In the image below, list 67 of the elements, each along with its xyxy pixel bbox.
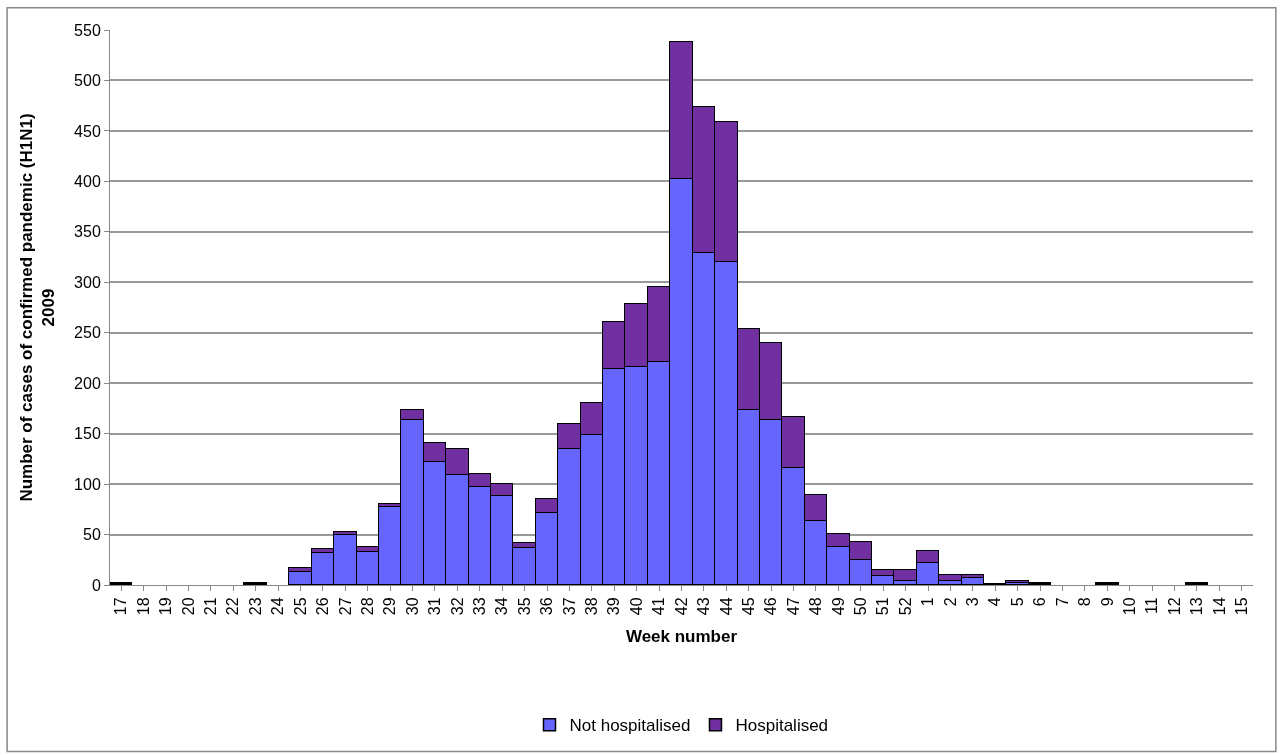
x-tick-label: 13 [1188,597,1206,616]
x-tick-label: 34 [493,597,511,616]
x-tick-label: 18 [134,597,152,616]
x-tick-label: 39 [605,597,623,616]
x-tick-label: 1 [919,597,937,607]
x-tick-label: 8 [1076,597,1094,607]
y-tick-label: 350 [74,223,101,241]
x-tick-label: 27 [336,597,354,616]
x-tick-label: 31 [426,597,444,616]
y-tick-label: 50 [83,526,101,544]
x-tick-label: 29 [381,597,399,616]
x-tick-label: 35 [515,597,533,616]
y-tick-label: 450 [74,122,101,140]
x-tick-label: 14 [1210,597,1228,616]
x-tick-label: 22 [224,597,242,616]
x-tick-label: 36 [538,597,556,616]
x-tick-label: 19 [157,597,175,616]
x-tick-label: 2 [941,597,959,607]
x-tick-label: 15 [1232,597,1250,616]
x-tick-label: 43 [695,597,713,616]
x-tick-label: 37 [560,597,578,616]
x-tick-label: 11 [1143,597,1161,615]
x-tick-label: 51 [874,597,892,616]
x-tick-label: 44 [717,597,735,616]
y-tick-label: 0 [91,576,101,594]
x-tick-label: 23 [246,597,264,616]
x-tick-label: 5 [1008,597,1026,607]
x-tick-label: 33 [470,597,488,616]
legend-label: Not hospitalised [569,716,691,736]
x-tick-label: 24 [269,597,287,616]
y-tick-label: 400 [74,172,101,190]
legend-label: Hospitalised [735,716,829,736]
x-tick-label: 46 [762,597,780,616]
x-tick-label: 3 [964,597,982,607]
x-tick-label: 12 [1165,597,1183,616]
x-tick-label: 25 [291,597,309,616]
y-axis-title: Number of cases of confirmed pandemic (H1N1) 2009 [16,113,58,502]
x-tick-label: 28 [358,597,376,616]
x-tick-label: 47 [784,597,802,616]
y-tick-label: 550 [74,21,101,39]
y-tick-label: 200 [74,374,101,392]
x-tick-label: 20 [179,597,197,616]
x-tick-label: 45 [739,597,757,616]
x-tick-label: 21 [202,597,220,616]
x-axis-title: Week number [625,626,738,646]
y-tick-label: 100 [74,475,101,493]
y-tick-label: 150 [74,425,101,443]
x-tick-label: 42 [672,597,690,616]
x-tick-label: 52 [896,597,914,616]
x-tick-label: 26 [314,597,332,616]
x-tick-label: 48 [807,597,825,616]
x-tick-label: 7 [1053,597,1071,607]
x-tick-label: 9 [1098,597,1116,607]
x-tick-label: 41 [650,597,668,616]
x-tick-label: 6 [1031,597,1049,607]
y-tick-label: 500 [74,72,101,90]
y-tick-label: 250 [74,324,101,342]
x-tick-label: 30 [403,597,421,616]
x-tick-label: 50 [851,597,869,616]
x-tick-label: 4 [986,597,1004,607]
x-tick-label: 38 [583,597,601,616]
x-tick-label: 17 [112,597,130,616]
x-tick-label: 10 [1120,597,1138,616]
x-tick-label: 32 [448,597,466,616]
x-tick-label: 40 [627,597,645,616]
x-tick-label: 49 [829,597,847,616]
y-tick-label: 300 [74,273,101,291]
